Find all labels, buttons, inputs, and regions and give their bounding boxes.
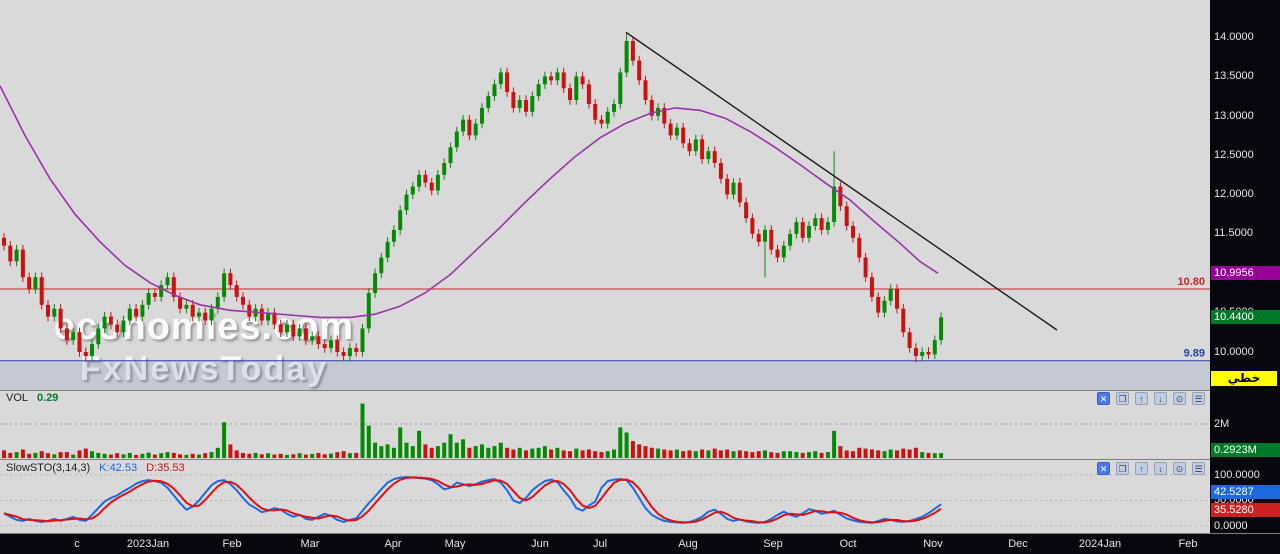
time-axis[interactable]: c 2023Jan Feb Mar Apr May Jun Jul Aug Sep Oct Nov De… bbox=[0, 533, 1280, 554]
restore-icon[interactable]: ❐ bbox=[1116, 462, 1129, 475]
menu-icon[interactable]: ☰ bbox=[1192, 392, 1205, 405]
stoch-axis-label: 0.0000 bbox=[1214, 520, 1248, 532]
stoch-label: SlowSTO(3,14,3) bbox=[6, 462, 91, 474]
price-axis-label: 13.5000 bbox=[1214, 70, 1254, 82]
volume-axis-badge: 0.2923M bbox=[1211, 443, 1280, 457]
volume-axis-label: 2M bbox=[1214, 418, 1230, 430]
stoch-d-value: D:35.53 bbox=[146, 462, 185, 474]
move-up-icon[interactable]: ↑ bbox=[1135, 462, 1148, 475]
settings-icon[interactable]: ⊙ bbox=[1173, 392, 1186, 405]
price-axis-label: 10.0000 bbox=[1214, 346, 1254, 358]
time-axis-label: Jun bbox=[531, 538, 549, 550]
stoch-axis-badge: 35.5280 bbox=[1211, 503, 1280, 517]
stoch-k-value: K:42.53 bbox=[99, 462, 138, 474]
time-axis-label: c bbox=[74, 538, 80, 550]
stoch-axis-label: 100.0000 bbox=[1214, 469, 1260, 481]
close-icon[interactable]: ✕ bbox=[1097, 392, 1110, 405]
time-axis-label: Aug bbox=[678, 538, 698, 550]
time-axis-label: 2023Jan bbox=[126, 538, 170, 550]
time-axis-label: Feb bbox=[222, 538, 242, 550]
price-axis-label: 13.0000 bbox=[1214, 110, 1254, 122]
time-axis-label: Nov bbox=[923, 538, 943, 550]
price-axis-label: 11.5000 bbox=[1214, 227, 1253, 239]
time-axis-label: Mar bbox=[300, 538, 320, 550]
volume-pane-header: VOL 0.29 bbox=[6, 392, 58, 404]
watermark-site: FxNewsToday bbox=[80, 350, 328, 389]
close-icon[interactable]: ✕ bbox=[1097, 462, 1110, 475]
svg-text:9.89: 9.89 bbox=[1184, 348, 1205, 360]
time-axis-label: Jul bbox=[592, 538, 608, 550]
time-axis-label: Feb bbox=[1178, 538, 1198, 550]
menu-icon[interactable]: ☰ bbox=[1192, 462, 1205, 475]
svg-text:10.80: 10.80 bbox=[1177, 276, 1205, 288]
price-axis-label: 12.0000 bbox=[1214, 188, 1254, 200]
price-axis[interactable]: 14.0000 13.5000 13.0000 12.5000 12.0000 11.50… bbox=[1210, 0, 1280, 533]
move-down-icon[interactable]: ↓ bbox=[1154, 462, 1167, 475]
settings-icon[interactable]: ⊙ bbox=[1173, 462, 1186, 475]
price-axis-label: 12.5000 bbox=[1214, 149, 1254, 161]
stoch-pane-toolbar: ✕ ❐ ↑ ↓ ⊙ ☰ bbox=[1097, 462, 1205, 475]
time-axis-label: 2024Jan bbox=[1078, 538, 1122, 550]
time-axis-label: Apr bbox=[384, 538, 402, 550]
price-axis-badge: 10.9956 bbox=[1211, 266, 1280, 280]
volume-label: VOL bbox=[6, 392, 29, 404]
time-axis-label: May bbox=[444, 538, 466, 550]
price-axis-label: 14.0000 bbox=[1214, 31, 1254, 43]
restore-icon[interactable]: ❐ bbox=[1116, 392, 1129, 405]
time-axis-label: Oct bbox=[839, 538, 857, 550]
time-axis-label: Dec bbox=[1008, 538, 1028, 550]
price-axis-badge: 10.4400 bbox=[1211, 310, 1280, 324]
volume-pane-toolbar: ✕ ❐ ↑ ↓ ⊙ ☰ bbox=[1097, 392, 1205, 405]
candlestick-chart[interactable]: 10.80 9.89 bbox=[0, 0, 1210, 533]
stoch-axis-badge: 42.5287 bbox=[1211, 485, 1280, 499]
move-down-icon[interactable]: ↓ bbox=[1154, 392, 1167, 405]
time-axis-label: Sep bbox=[763, 538, 783, 550]
volume-value: 0.29 bbox=[37, 392, 59, 404]
stoch-pane-header: SlowSTO(3,14,3) K:42.53 D:35.53 bbox=[6, 462, 185, 474]
line-type-badge[interactable]: خطي bbox=[1211, 371, 1277, 386]
move-up-icon[interactable]: ↑ bbox=[1135, 392, 1148, 405]
